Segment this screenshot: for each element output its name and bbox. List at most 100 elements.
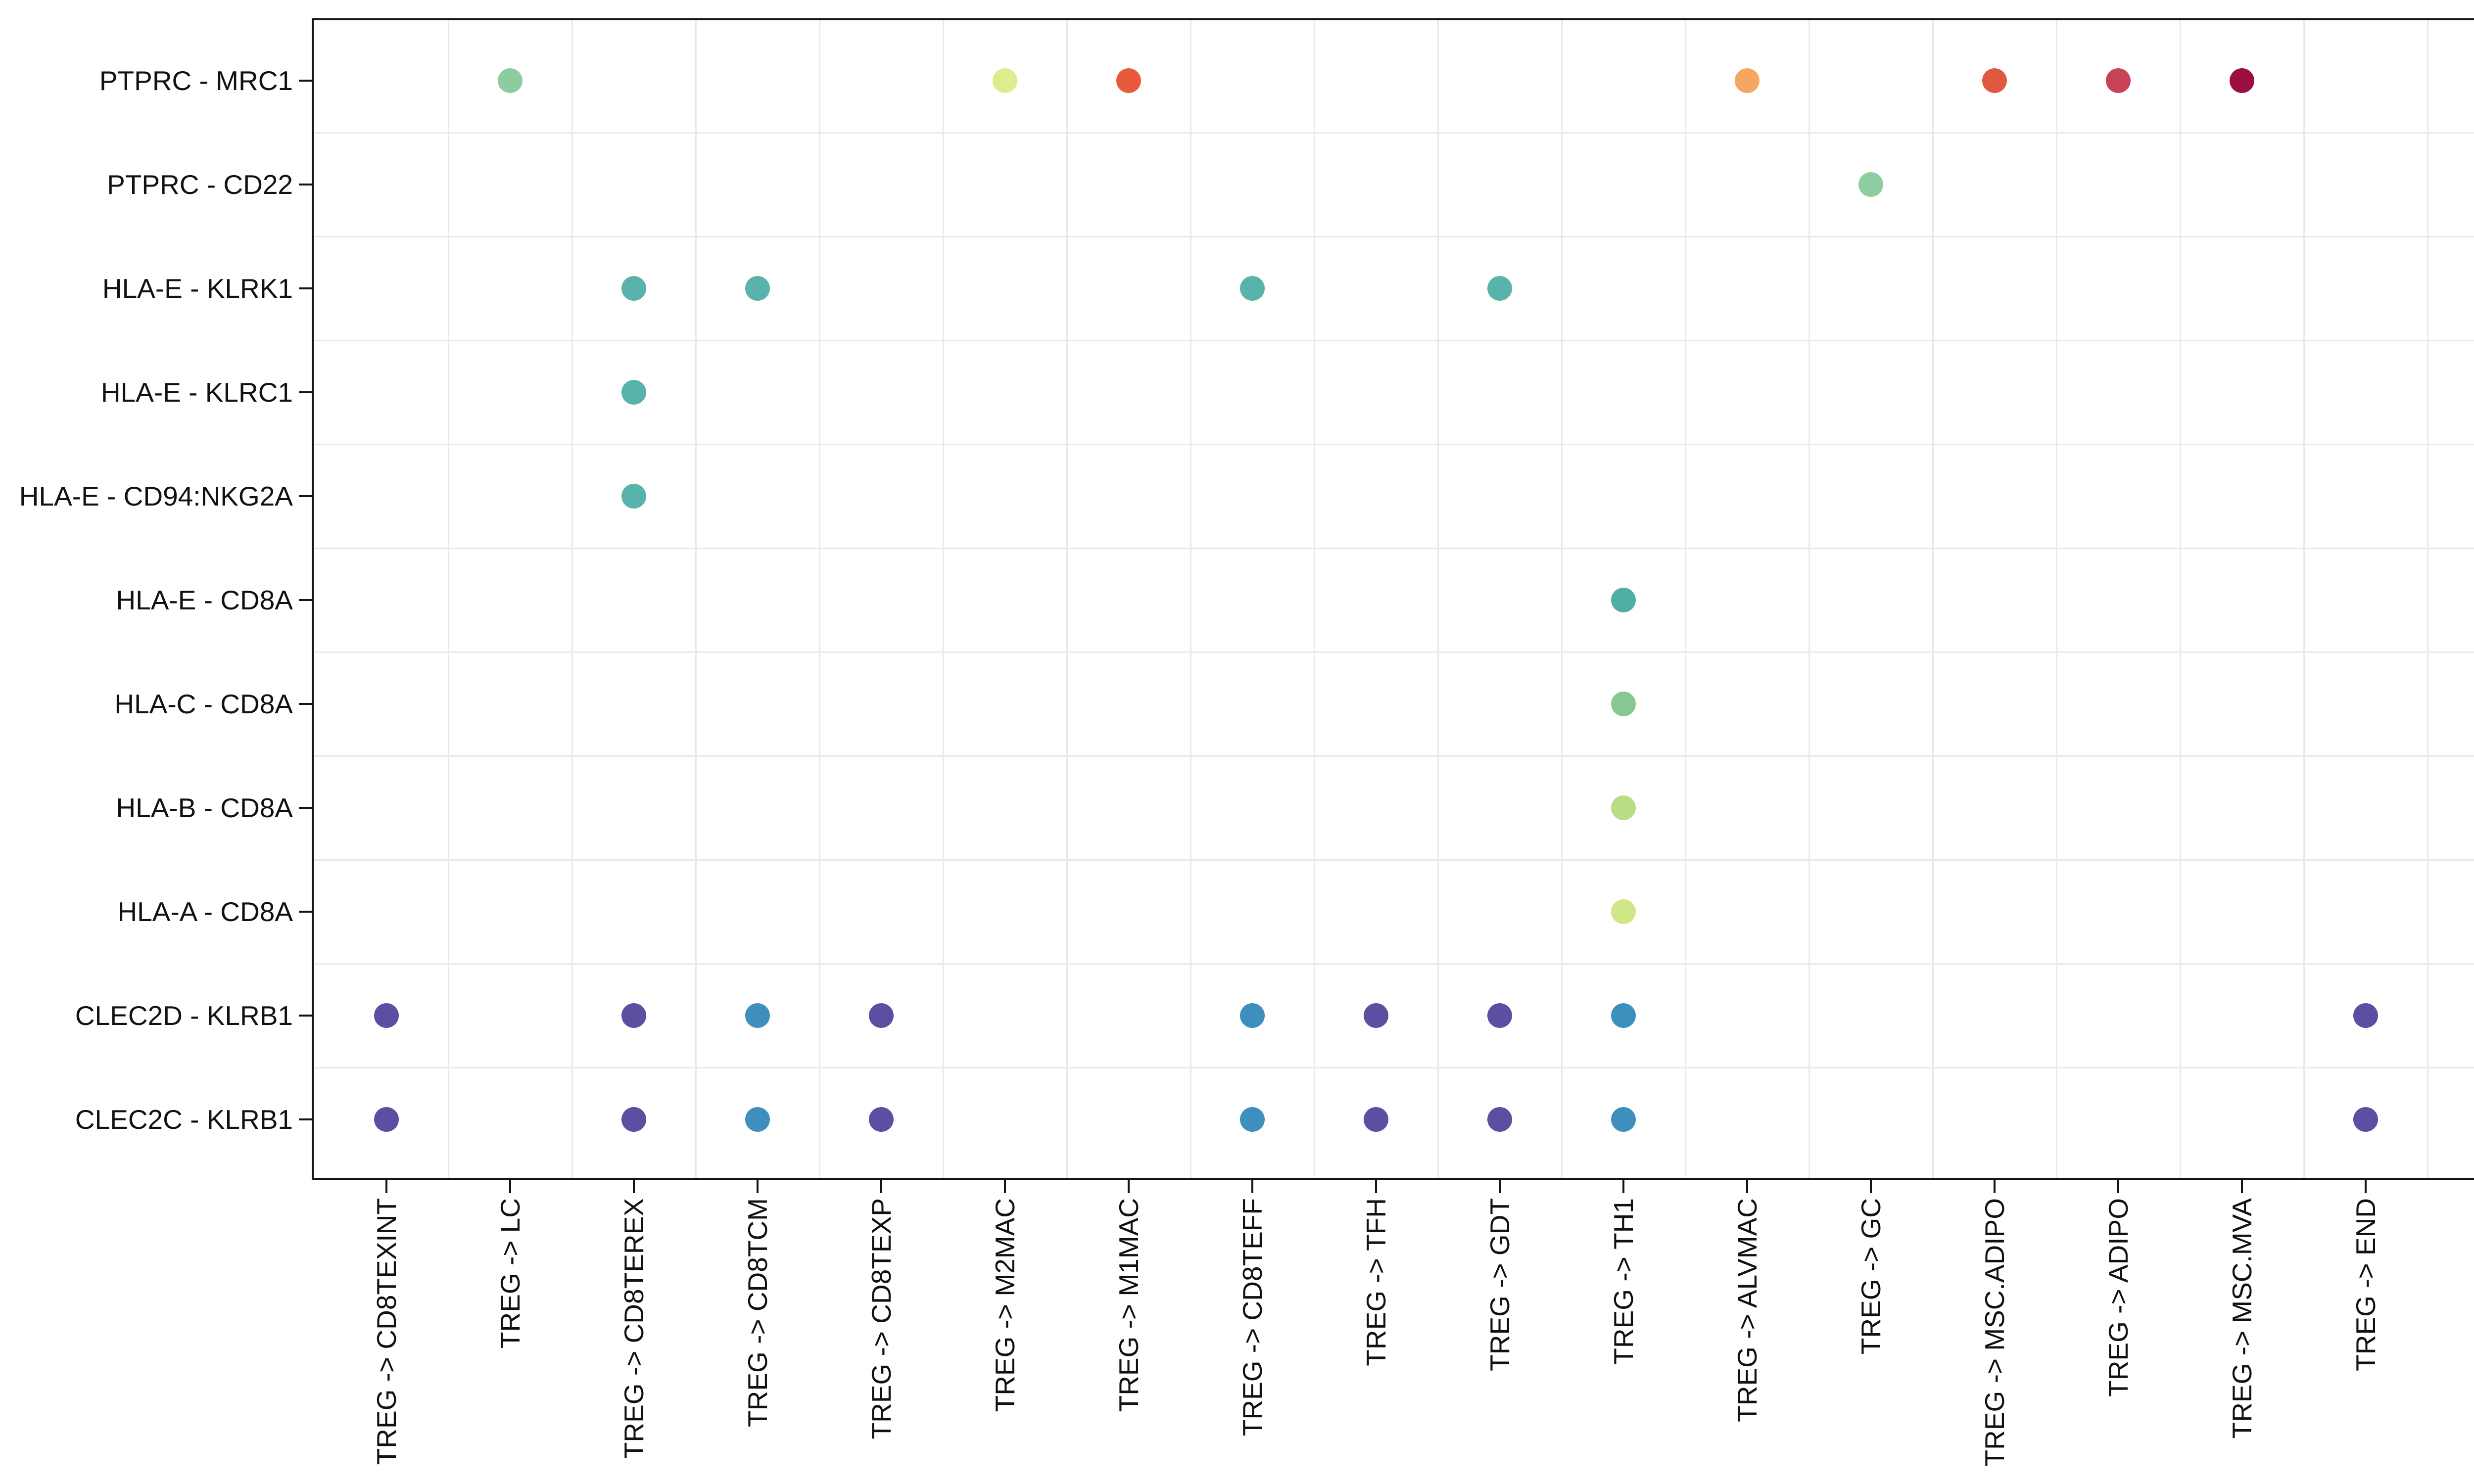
- y-axis-tick: [299, 599, 312, 601]
- x-axis-label: TREG -> END: [2350, 1198, 2381, 1371]
- x-axis-label: TREG -> CD8TEREX: [618, 1198, 649, 1459]
- grid-line-horizontal: [314, 548, 2474, 549]
- y-axis-tick: [299, 391, 312, 393]
- y-axis-tick: [299, 287, 312, 289]
- x-axis-tick: [509, 1180, 511, 1193]
- data-point: [1611, 1107, 1636, 1132]
- data-point: [1487, 1003, 1512, 1028]
- data-point: [2353, 1003, 2378, 1028]
- grid-line-vertical: [1314, 20, 1315, 1178]
- x-axis-tick: [2117, 1180, 2119, 1193]
- y-axis-tick: [299, 1118, 312, 1120]
- data-point: [869, 1003, 894, 1028]
- x-axis-tick: [1499, 1180, 1501, 1193]
- data-point: [1858, 172, 1883, 197]
- x-axis-tick: [2241, 1180, 2243, 1193]
- x-axis-tick: [633, 1180, 635, 1193]
- x-axis-tick: [1004, 1180, 1006, 1193]
- data-point: [621, 276, 646, 301]
- y-axis-tick: [299, 495, 312, 497]
- x-axis-label: TREG -> ADIPO: [2103, 1198, 2134, 1397]
- data-point: [374, 1107, 399, 1132]
- data-point: [1116, 68, 1141, 93]
- x-axis-tick: [1994, 1180, 1996, 1193]
- grid-line-vertical: [1561, 20, 1563, 1178]
- x-axis-tick: [1375, 1180, 1377, 1193]
- y-axis-tick: [299, 184, 312, 186]
- grid-line-horizontal: [314, 1067, 2474, 1068]
- grid-line-horizontal: [314, 132, 2474, 134]
- grid-line-vertical: [819, 20, 820, 1178]
- x-axis-tick: [385, 1180, 387, 1193]
- grid-line-vertical: [1685, 20, 1686, 1178]
- grid-line-horizontal: [314, 651, 2474, 653]
- grid-line-vertical: [2056, 20, 2057, 1178]
- x-axis-label: TREG -> MSC.ADIPO: [1979, 1198, 2010, 1467]
- y-axis-label: HLA-C - CD8A: [114, 689, 293, 719]
- y-axis-label: PTPRC - CD22: [107, 169, 293, 200]
- data-point: [621, 484, 646, 509]
- y-axis-label: HLA-E - CD94:NKG2A: [19, 481, 293, 511]
- data-point: [1611, 1003, 1636, 1028]
- data-point: [1364, 1107, 1388, 1132]
- x-axis-tick: [757, 1180, 759, 1193]
- x-axis-label: TREG -> LC: [495, 1198, 525, 1349]
- data-point: [1240, 1003, 1265, 1028]
- x-axis-tick: [1251, 1180, 1253, 1193]
- grid-line-horizontal: [314, 859, 2474, 861]
- grid-line-vertical: [1066, 20, 1068, 1178]
- data-point: [745, 276, 770, 301]
- y-axis-label: HLA-E - KLRC1: [100, 377, 293, 408]
- x-axis-tick: [880, 1180, 882, 1193]
- grid-line-vertical: [2427, 20, 2428, 1178]
- data-point: [1611, 899, 1636, 924]
- data-point: [374, 1003, 399, 1028]
- data-point: [1735, 68, 1760, 93]
- grid-line-vertical: [2303, 20, 2305, 1178]
- x-axis-label: TREG -> ALVMAC: [1732, 1198, 1762, 1422]
- y-axis-label: HLA-E - KLRK1: [102, 273, 293, 304]
- grid-line-vertical: [571, 20, 573, 1178]
- x-axis-tick: [2365, 1180, 2367, 1193]
- grid-line-vertical: [1190, 20, 1191, 1178]
- grid-line-horizontal: [314, 963, 2474, 965]
- grid-line-horizontal: [314, 236, 2474, 237]
- x-axis-label: TREG -> MSC.MVA: [2227, 1198, 2257, 1439]
- data-point: [869, 1107, 894, 1132]
- data-point: [1364, 1003, 1388, 1028]
- data-point: [1487, 276, 1512, 301]
- data-point: [1611, 588, 1636, 612]
- grid-line-horizontal: [314, 340, 2474, 341]
- y-axis-label: CLEC2C - KLRB1: [75, 1104, 293, 1135]
- x-axis-tick: [1622, 1180, 1624, 1193]
- data-point: [745, 1003, 770, 1028]
- grid-line-vertical: [448, 20, 449, 1178]
- x-axis-label: TREG -> CD8TCM: [742, 1198, 773, 1427]
- x-axis-label: TREG -> CD8TEXP: [866, 1198, 897, 1439]
- x-axis-tick: [1870, 1180, 1872, 1193]
- x-axis-tick: [1128, 1180, 1130, 1193]
- y-axis-label: HLA-B - CD8A: [116, 792, 293, 823]
- x-axis-label: TREG -> M2MAC: [990, 1198, 1020, 1412]
- data-point: [1240, 276, 1265, 301]
- data-point: [2230, 68, 2254, 93]
- data-point: [621, 1003, 646, 1028]
- grid-line-vertical: [2180, 20, 2181, 1178]
- data-point: [1240, 1107, 1265, 1132]
- data-point: [1611, 795, 1636, 820]
- grid-line-horizontal: [314, 755, 2474, 757]
- x-axis-label: TREG -> M1MAC: [1113, 1198, 1144, 1412]
- x-axis-label: TREG -> GDT: [1484, 1198, 1515, 1371]
- grid-line-vertical: [695, 20, 697, 1178]
- data-point: [2353, 1107, 2378, 1132]
- x-axis-label: TREG -> CD8TEXINT: [371, 1198, 402, 1465]
- y-axis-tick: [299, 80, 312, 82]
- x-axis-tick: [1746, 1180, 1748, 1193]
- y-axis-tick: [299, 807, 312, 809]
- y-axis-tick: [299, 703, 312, 705]
- y-axis-label: HLA-E - CD8A: [116, 585, 293, 615]
- data-point: [621, 380, 646, 405]
- x-axis-label: TREG -> TH1: [1608, 1198, 1639, 1365]
- data-point: [745, 1107, 770, 1132]
